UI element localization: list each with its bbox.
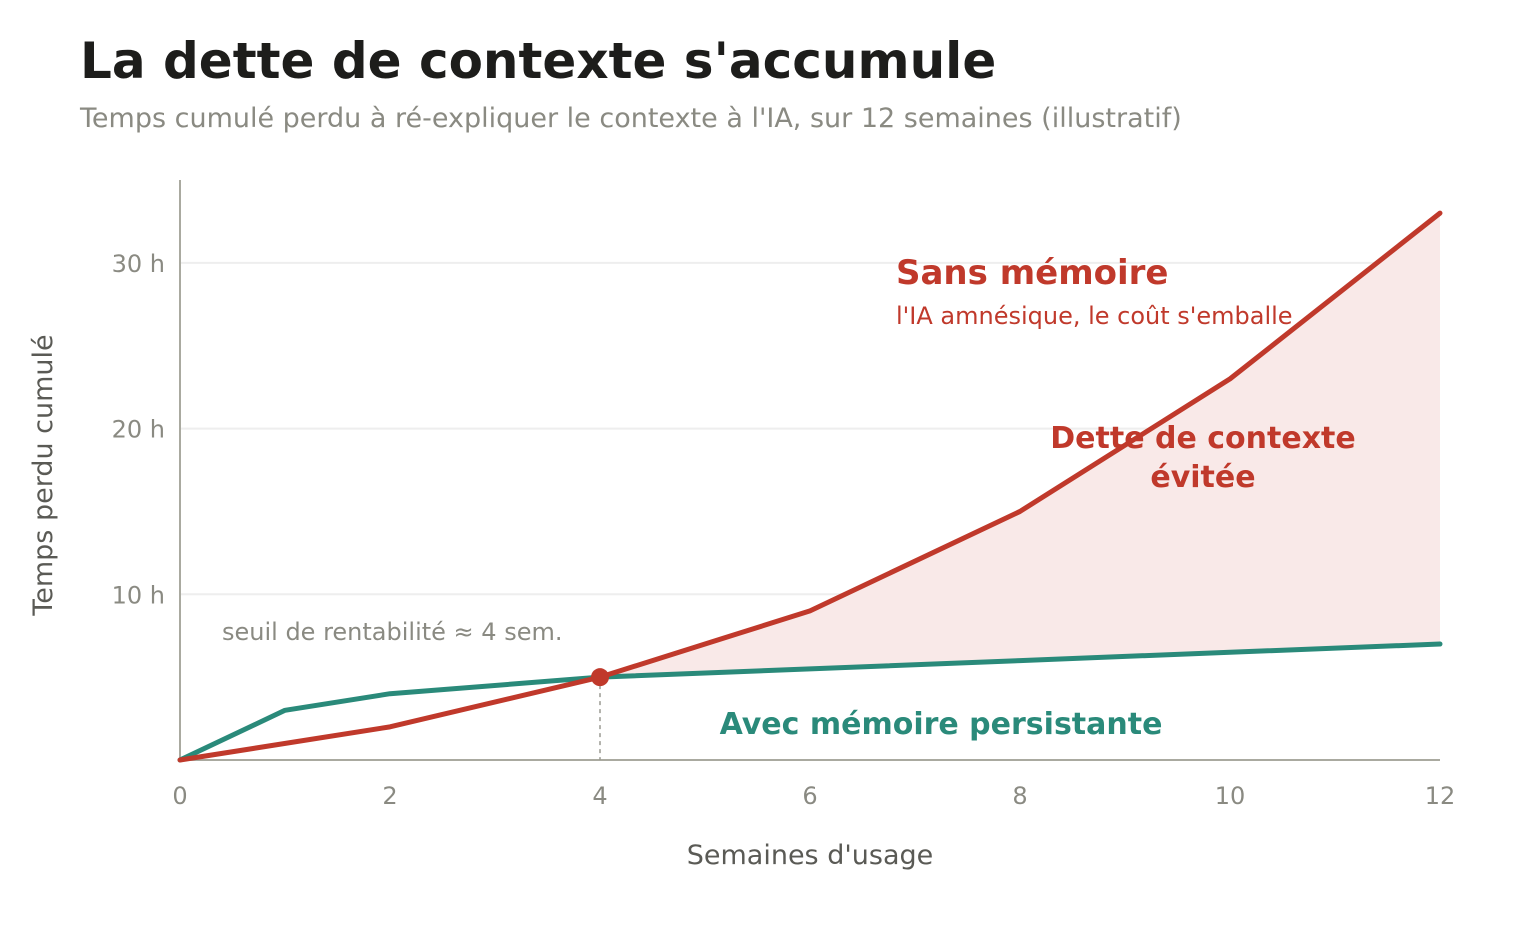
x-axis-label: Semaines d'usage [687, 840, 934, 871]
breakeven-label: seuil de rentabilité ≈ 4 sem. [222, 618, 562, 646]
sans-memoire-sublabel: l'IA amnésique, le coût s'emballe [896, 302, 1293, 330]
x-tick-label: 10 [1215, 782, 1246, 810]
ticks-layer: 0 2 4 6 8 10 12 10 h 20 h 30 h [112, 250, 1456, 810]
x-tick-label: 8 [1012, 782, 1027, 810]
context-debt-area [600, 213, 1440, 678]
x-tick-label: 4 [592, 782, 607, 810]
series-line-avec-memoire [177, 641, 1443, 763]
dette-label-line1: Dette de contexte [1050, 421, 1355, 456]
x-tick-label: 6 [802, 782, 817, 810]
x-tick-label: 2 [382, 782, 397, 810]
y-axis-label: Temps perdu cumulé [28, 334, 59, 616]
y-tick-label: 30 h [112, 250, 165, 278]
breakeven-point [591, 668, 609, 687]
dette-label-line2: évitée [1150, 460, 1255, 495]
avec-memoire-label: Avec mémoire persistante [720, 707, 1163, 742]
y-tick-label: 20 h [112, 416, 165, 444]
x-tick-label: 0 [172, 782, 187, 810]
series-layer [177, 210, 1443, 763]
axes-layer [179, 180, 1440, 761]
chart-subtitle: Temps cumulé perdu à ré-expliquer le con… [80, 103, 1182, 134]
chart-title: La dette de contexte s'accumule [80, 32, 997, 90]
series-line-sans-memoire [177, 210, 1443, 763]
x-tick-label: 12 [1425, 782, 1456, 810]
y-tick-label: 10 h [112, 581, 165, 609]
sans-memoire-label: Sans mémoire [896, 253, 1168, 293]
